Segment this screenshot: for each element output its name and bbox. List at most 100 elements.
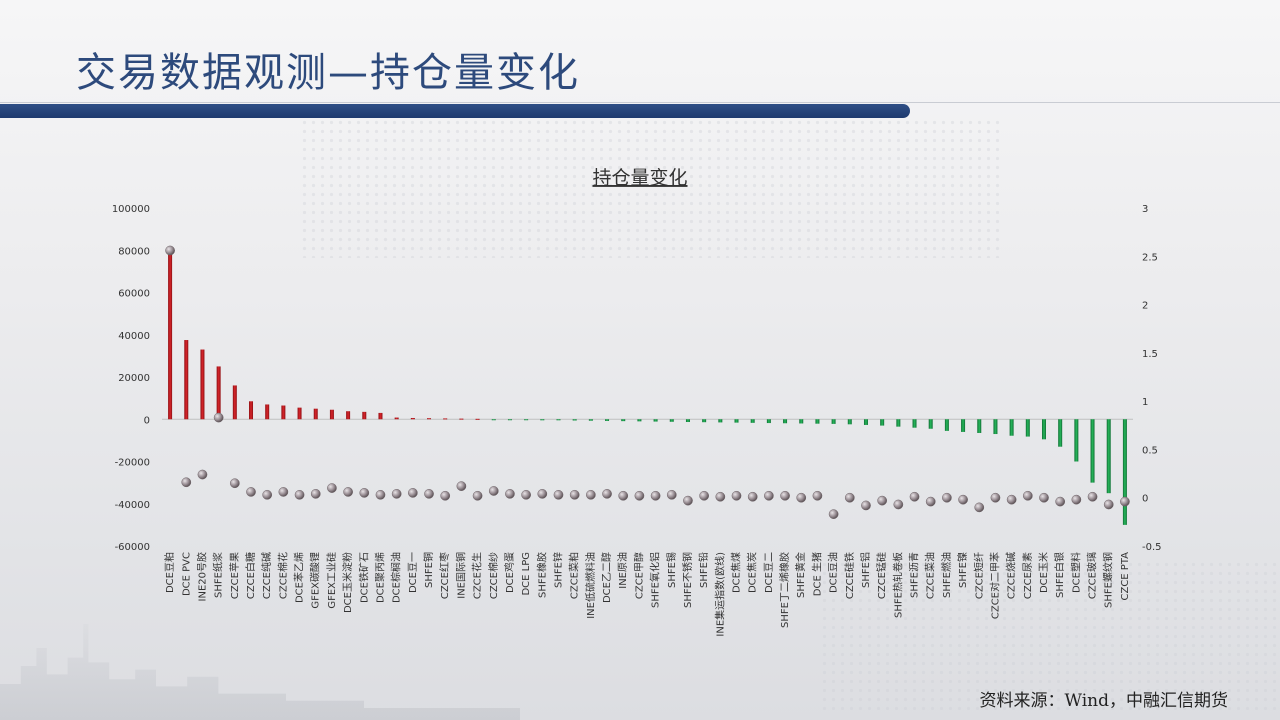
bar [961, 419, 966, 432]
bar [831, 419, 836, 424]
x-tick-label: CZCE对二甲苯 [988, 552, 1001, 619]
bar [507, 419, 512, 421]
data-point [181, 477, 192, 488]
data-point [764, 490, 774, 501]
x-tick-label: INE低硫燃料油 [584, 552, 597, 619]
bar [1106, 419, 1111, 494]
data-point [424, 489, 434, 499]
y-left-tick-label: -60000 [115, 542, 150, 553]
x-tick-label: SHFE橡胶 [535, 552, 548, 598]
x-tick-label: DCE豆二 [763, 552, 775, 593]
x-tick-label: DCE玉米 [1037, 552, 1050, 593]
bar [281, 405, 286, 420]
x-tick-label: DCE苯乙烯 [293, 552, 306, 603]
data-point [618, 490, 629, 501]
data-point [537, 489, 548, 499]
header-divider-line [0, 102, 1280, 103]
bar [912, 419, 917, 428]
x-tick-label: CZCE烧碱 [1005, 552, 1018, 599]
y-left-tick-label: -20000 [115, 458, 150, 469]
bar [799, 419, 804, 424]
data-point [294, 489, 305, 500]
data-point [327, 483, 337, 493]
bar [1074, 419, 1079, 462]
x-tick-label: SHFE铅 [697, 552, 710, 588]
bar [1122, 419, 1127, 525]
data-source-note: 资料来源：Wind，中融汇信期货 [979, 691, 1228, 711]
data-point [958, 494, 968, 505]
x-tick-label: DCE铁矿石 [357, 552, 370, 603]
y-left-tick-label: 80000 [118, 246, 150, 257]
bar [750, 419, 755, 423]
data-point [165, 245, 175, 256]
bar [685, 419, 690, 422]
x-tick-label: INE原油 [616, 552, 629, 589]
x-tick-label: SHFE氧化铝 [649, 552, 662, 608]
background-dot-map-lower [820, 560, 1280, 710]
data-point [796, 492, 807, 503]
data-point [715, 491, 726, 502]
bar [249, 401, 254, 420]
bar [168, 248, 173, 420]
x-tick-label: GFEX碳酸锂 [309, 552, 322, 609]
x-tick-label: CZCE菜粕 [568, 552, 581, 599]
bar [928, 419, 933, 429]
y-right-tick-label: 1.5 [1142, 349, 1158, 360]
x-tick-label: CZCE硅铁 [843, 552, 856, 599]
bar [556, 419, 561, 421]
y-left-tick-label: 60000 [118, 289, 150, 300]
bar [524, 419, 529, 421]
data-point [1120, 496, 1130, 507]
x-tick-label: SHFE铝 [860, 552, 872, 588]
bar [669, 419, 674, 422]
data-point [505, 489, 515, 499]
x-tick-label: GFEX工业硅 [325, 552, 338, 609]
y-right-tick-label: 3 [1142, 204, 1148, 215]
bar [734, 419, 739, 423]
data-point [391, 489, 402, 499]
x-tick-label: CZCE锰硅 [875, 552, 888, 599]
x-tick-label: CZCE短纤 [972, 552, 985, 599]
bar [1025, 419, 1030, 437]
x-tick-label: CZCE菜油 [924, 552, 937, 599]
y-left-tick-label: 40000 [118, 331, 150, 342]
data-point [229, 478, 240, 489]
data-point [650, 490, 661, 501]
x-tick-label: CZCE红枣 [438, 552, 451, 599]
data-point [310, 489, 321, 499]
x-tick-label: DCE鸡蛋 [503, 552, 516, 593]
bar [993, 419, 998, 435]
data-point [407, 488, 418, 498]
data-point [666, 489, 677, 500]
data-point [1103, 499, 1114, 510]
x-tick-label: INE20号胶 [195, 552, 208, 601]
data-point [197, 469, 208, 480]
bar [540, 419, 545, 421]
data-point [375, 489, 386, 500]
bar [394, 417, 399, 420]
bar [815, 419, 820, 424]
x-tick-label: CZCE尿素 [1021, 552, 1034, 599]
y-right-tick-label: 0.5 [1142, 445, 1158, 456]
y-left-tick-label: 100000 [112, 204, 150, 215]
data-point [1022, 490, 1033, 501]
data-point [844, 492, 855, 503]
data-point [909, 491, 920, 502]
x-tick-label: DCE 生猪 [810, 552, 823, 596]
data-point [472, 490, 483, 501]
x-tick-label: DCE聚丙烯 [373, 552, 386, 603]
y-right-tick-label: 2 [1142, 301, 1148, 312]
x-tick-label: SHFE不锈钢 [681, 552, 694, 608]
y-right-tick-label: 2.5 [1142, 252, 1158, 263]
y-right-tick-label: 0 [1142, 494, 1148, 505]
x-tick-label: DCE塑料 [1069, 552, 1082, 593]
x-tick-label: DCE豆粕 [163, 552, 176, 593]
x-tick-label: CZCE棉纱 [487, 552, 500, 599]
y-left-tick-label: 20000 [118, 373, 150, 384]
data-point [861, 500, 871, 511]
x-tick-label: CZCE棉花 [276, 552, 289, 599]
data-point [521, 489, 531, 500]
bar [783, 419, 788, 424]
data-point [213, 412, 224, 423]
data-point [1039, 492, 1049, 503]
